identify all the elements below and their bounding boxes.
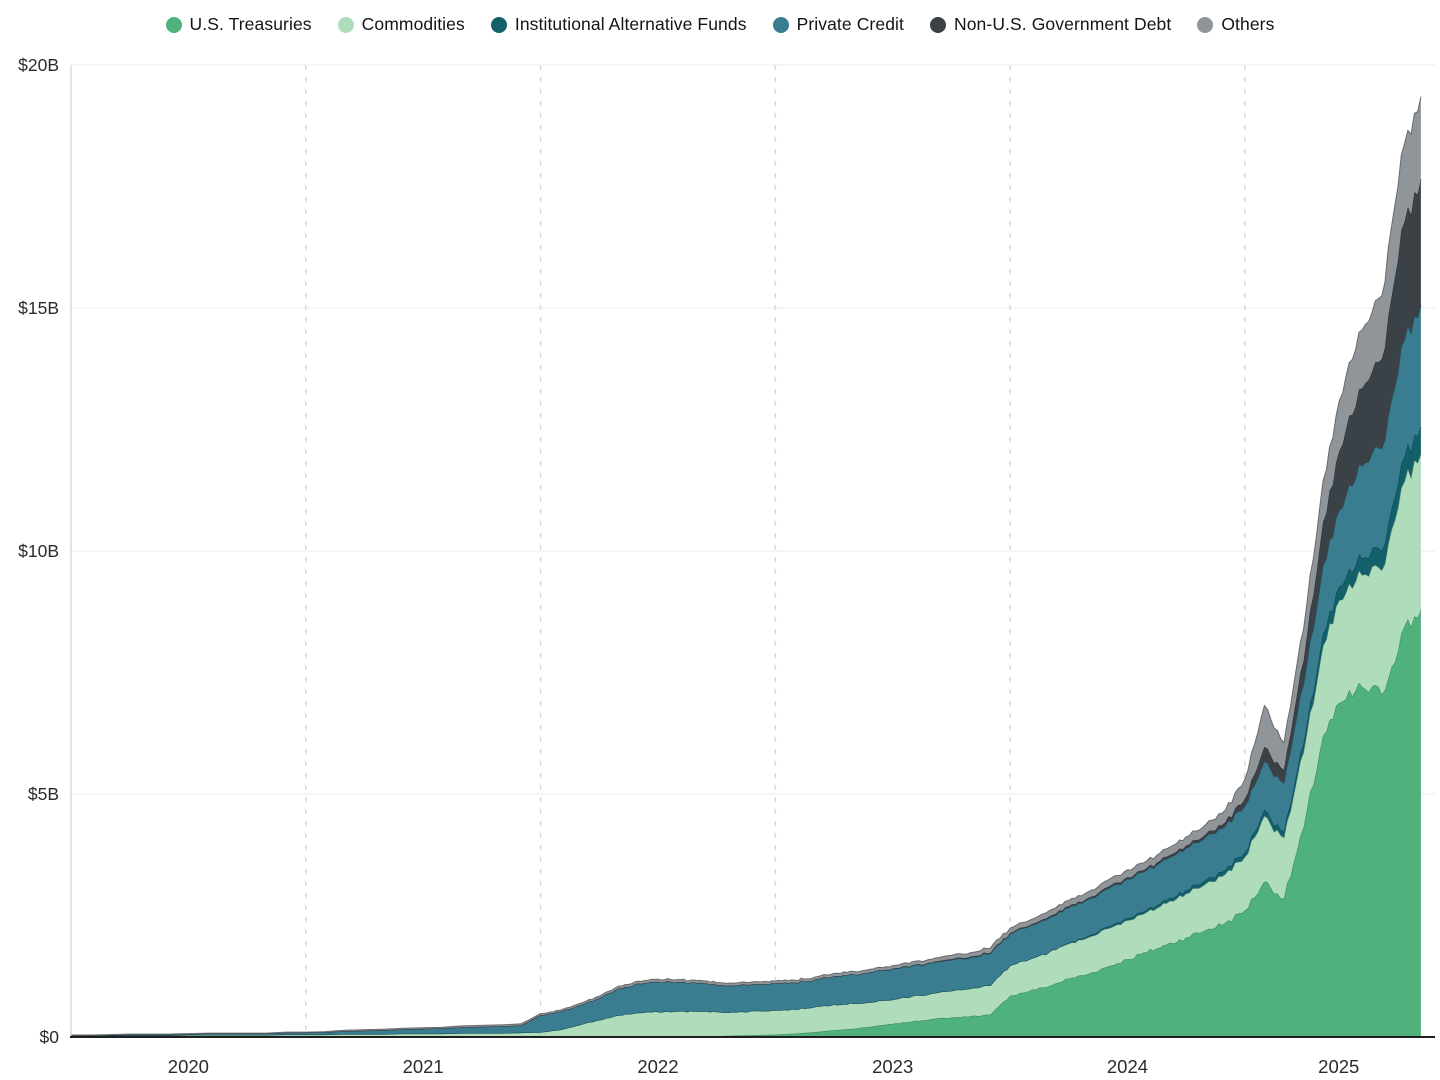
us-treasuries-swatch-icon bbox=[165, 16, 182, 33]
x-tick-label: 2025 bbox=[1318, 1056, 1359, 1077]
legend-label: Others bbox=[1221, 14, 1275, 34]
x-tick-label: 2020 bbox=[168, 1056, 209, 1077]
legend-item-others: Others bbox=[1197, 14, 1274, 35]
institutional-alternative-funds-swatch-icon bbox=[490, 16, 507, 33]
y-tick-label: $5B bbox=[28, 784, 59, 804]
private-credit-swatch-icon bbox=[772, 16, 789, 33]
y-tick-label: $10B bbox=[18, 541, 59, 561]
non-us-government-debt-swatch-icon bbox=[929, 16, 946, 33]
legend-label: Institutional Alternative Funds bbox=[514, 14, 747, 34]
x-tick-label: 2022 bbox=[637, 1056, 678, 1077]
y-tick-label: $20B bbox=[18, 55, 59, 75]
y-tick-label: $15B bbox=[18, 298, 59, 318]
legend-item-commodities: Commodities bbox=[337, 14, 465, 35]
legend-label: Non-U.S. Government Debt bbox=[953, 14, 1172, 34]
commodities-swatch-icon bbox=[337, 16, 354, 33]
legend-label: U.S. Treasuries bbox=[189, 14, 312, 34]
legend-label: Private Credit bbox=[796, 14, 904, 34]
chart-legend: U.S. Treasuries Commodities Institutiona… bbox=[0, 14, 1440, 35]
area-u-s-treasuries bbox=[71, 609, 1421, 1037]
area-boundary bbox=[71, 96, 1422, 1036]
legend-item-institutional-alternative-funds: Institutional Alternative Funds bbox=[490, 14, 747, 35]
legend-item-non-us-government-debt: Non-U.S. Government Debt bbox=[929, 14, 1172, 35]
legend-item-private-credit: Private Credit bbox=[772, 14, 904, 35]
legend-label: Commodities bbox=[361, 14, 465, 34]
x-tick-label: 2021 bbox=[403, 1056, 444, 1077]
others-swatch-icon bbox=[1197, 16, 1214, 33]
x-tick-label: 2024 bbox=[1107, 1056, 1148, 1077]
x-tick-label: 2023 bbox=[872, 1056, 913, 1077]
legend-item-us-treasuries: U.S. Treasuries bbox=[165, 14, 312, 35]
y-tick-label: $0 bbox=[40, 1027, 60, 1047]
